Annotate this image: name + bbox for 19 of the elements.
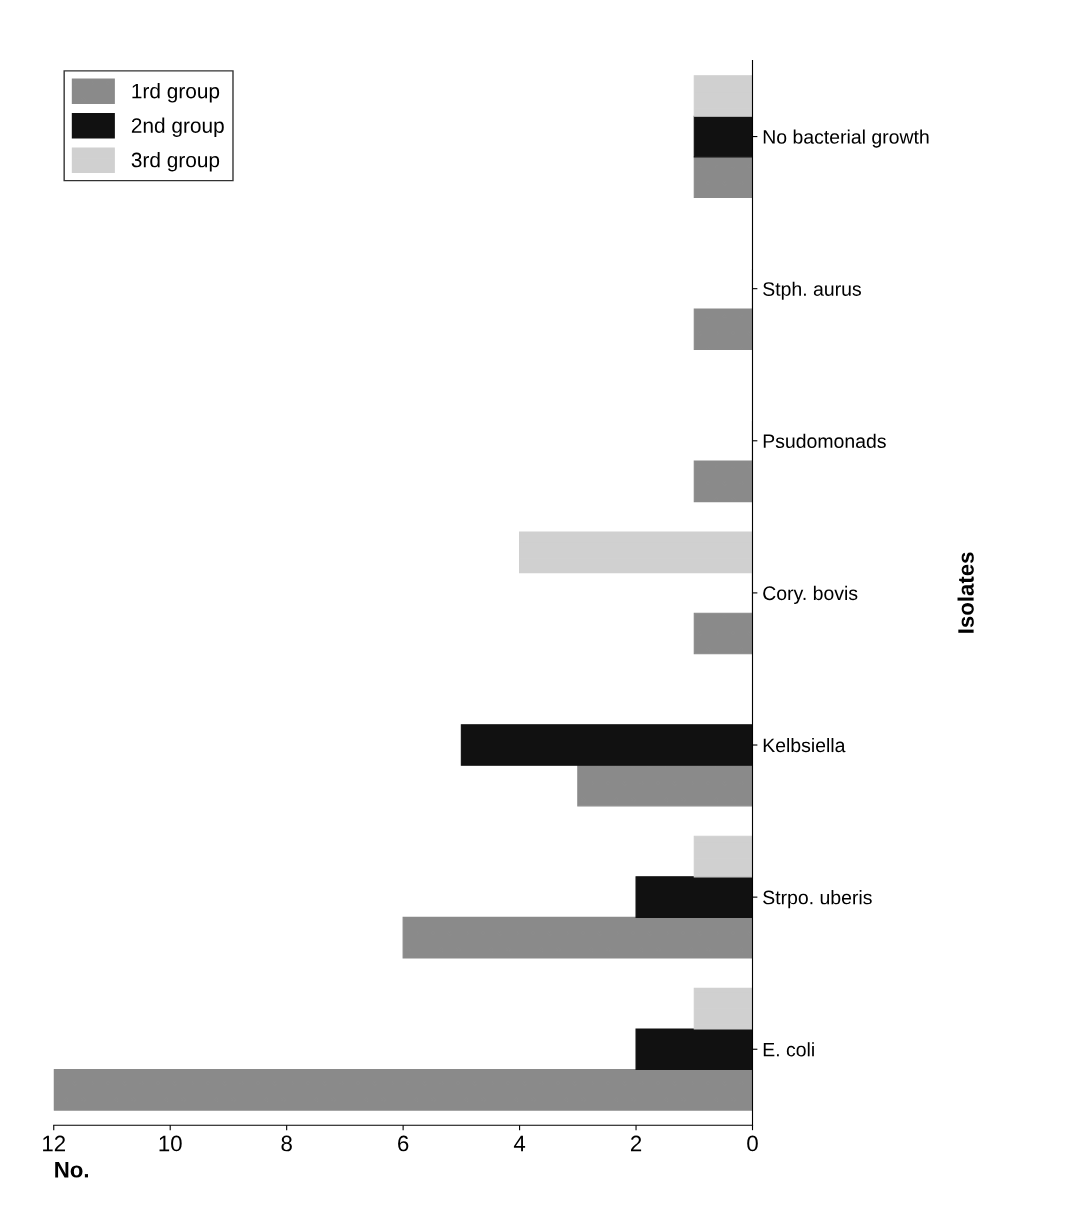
y-tick-label: Psudomonads — [763, 433, 886, 449]
y-tick-label: Cory. bovis — [763, 585, 858, 604]
x-tick-label: 4 — [513, 1135, 526, 1152]
x-tick-label: 0 — [747, 1135, 758, 1152]
x-axis-title: No. — [55, 1162, 89, 1178]
y-tick-label: No bacterial growth — [763, 129, 929, 148]
x-tick-label: 6 — [398, 1135, 409, 1152]
y-tick-label: Kelbsiella — [763, 737, 846, 753]
x-tick-label: 10 — [159, 1135, 182, 1152]
y-tick-label: E. coli — [763, 1042, 814, 1057]
x-tick-label: 2 — [630, 1135, 642, 1152]
x-tick-label: 8 — [281, 1135, 292, 1152]
y-axis-title: Isolates — [957, 552, 974, 633]
legend-label: 2nd group — [131, 117, 224, 138]
y-tick-label: Strpo. uberis — [763, 890, 872, 909]
legend-label: 1rd group — [132, 83, 220, 103]
x-tick-label: 12 — [43, 1135, 65, 1152]
legend-label: 3rd group — [131, 152, 220, 172]
y-tick-label: Stph. aurus — [763, 281, 861, 300]
